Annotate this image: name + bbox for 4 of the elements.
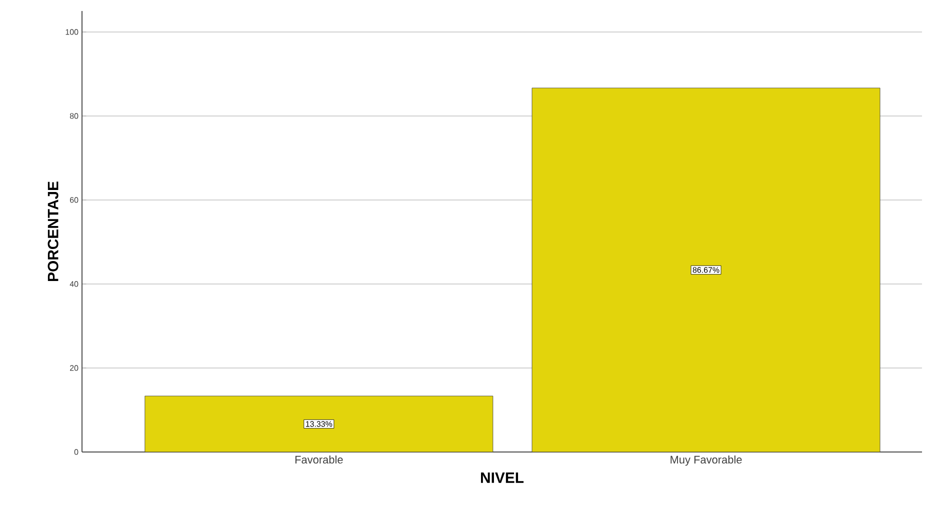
x-tick-label: Favorable bbox=[295, 456, 343, 464]
y-axis-title: PORCENTAJE bbox=[48, 182, 58, 281]
x-axis-title: NIVEL bbox=[481, 472, 524, 483]
x-tick-label: Muy Favorable bbox=[670, 456, 742, 466]
